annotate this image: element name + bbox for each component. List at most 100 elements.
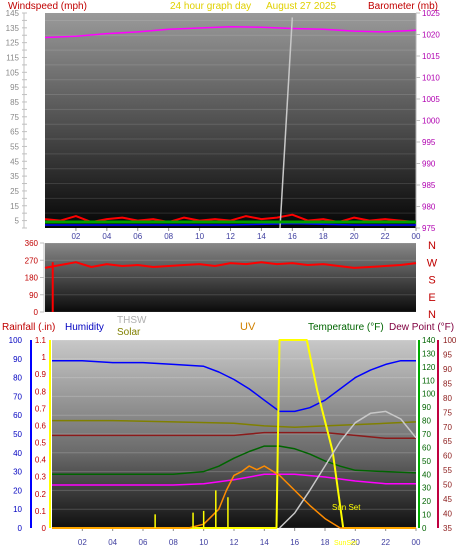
temperature-axis-bar bbox=[418, 340, 420, 528]
dewpoint-axis-label: Dew Point (°F) bbox=[389, 322, 454, 333]
sunset-annotation: Sun Set bbox=[332, 503, 361, 512]
windspeed-tick-label: 45 bbox=[10, 157, 19, 166]
rainfall-tick-label: 0.4 bbox=[35, 456, 47, 465]
climate-x-tick-label: 12 bbox=[230, 538, 239, 547]
barometer-tick-label: 1005 bbox=[422, 95, 440, 104]
sunset-axis-annotation: SunSet bbox=[334, 540, 357, 547]
climate-x-tick-label: 20 bbox=[351, 538, 360, 547]
rainfall-axis-label: Rainfall (.in) bbox=[2, 322, 55, 333]
direction-tick-label: 360 bbox=[25, 239, 39, 248]
direction-tick-label: 270 bbox=[25, 256, 39, 265]
humidity-tick-label: 20 bbox=[13, 486, 22, 495]
dewpoint-tick-label: 65 bbox=[443, 437, 452, 446]
chart-header-date: August 27 2025 bbox=[266, 1, 336, 12]
temperature-tick-label: 80 bbox=[422, 417, 431, 426]
dewpoint-tick-label: 40 bbox=[443, 510, 452, 519]
direction-ticks: 0 90 180 270 360 bbox=[25, 239, 44, 317]
windspeed-ticks: 5 15 25 35 45 55 65 75 85 95 105 115 125 135 145 bbox=[6, 9, 27, 229]
climate-x-ticks: 02 04 06 08 10 12 14 16 18 20 22 00 bbox=[78, 528, 421, 547]
temperature-tick-label: 120 bbox=[422, 363, 436, 372]
rainfall-tick-label: 0.2 bbox=[35, 490, 47, 499]
thsw-label: THSW bbox=[117, 315, 147, 326]
humidity-tick-label: 80 bbox=[13, 374, 22, 383]
temperature-tick-label: 100 bbox=[422, 390, 436, 399]
climate-x-tick-label: 08 bbox=[169, 538, 178, 547]
temperature-axis-label: Temperature (°F) bbox=[308, 322, 384, 333]
series-line-thsw bbox=[52, 473, 416, 486]
barometer-tick-label: 1020 bbox=[422, 31, 440, 40]
windspeed-tick-label: 65 bbox=[10, 128, 19, 137]
humidity-tick-label: 50 bbox=[13, 430, 22, 439]
humidity-tick-label: 0 bbox=[18, 524, 23, 533]
wind-x-tick-label: 08 bbox=[164, 232, 173, 241]
temperature-tick-label: 90 bbox=[422, 403, 431, 412]
direction-tick-label: 90 bbox=[29, 291, 38, 300]
wind-x-tick-label: 16 bbox=[288, 232, 297, 241]
compass-label-3: E bbox=[428, 292, 435, 304]
dewpoint-tick-label: 85 bbox=[443, 379, 452, 388]
humidity-axis-label: Humidity bbox=[65, 322, 104, 333]
dewpoint-tick-label: 45 bbox=[443, 495, 452, 504]
dewpoint-tick-label: 50 bbox=[443, 481, 452, 490]
climate-series bbox=[52, 339, 417, 529]
dewpoint-tick-label: 75 bbox=[443, 408, 452, 417]
wind-x-tick-label: 18 bbox=[319, 232, 328, 241]
windspeed-tick-label: 125 bbox=[6, 39, 20, 48]
humidity-tick-label: 100 bbox=[9, 336, 23, 345]
rainfall-tick-label: 1.1 bbox=[35, 336, 47, 345]
windspeed-tick-label: 5 bbox=[15, 217, 20, 226]
temperature-tick-label: 130 bbox=[422, 349, 436, 358]
barometer-tick-label: 995 bbox=[422, 138, 436, 147]
temperature-tick-label: 140 bbox=[422, 336, 436, 345]
windspeed-tick-label: 35 bbox=[10, 172, 19, 181]
windspeed-tick-label: 75 bbox=[10, 113, 19, 122]
wind-x-tick-label: 00 bbox=[412, 232, 421, 241]
wind-x-tick-label: 02 bbox=[71, 232, 80, 241]
windspeed-tick-label: 55 bbox=[10, 142, 19, 151]
dewpoint-tick-label: 70 bbox=[443, 423, 452, 432]
uv-label: UV bbox=[240, 321, 256, 333]
rainfall-tick-label: 0.5 bbox=[35, 439, 47, 448]
wind-x-tick-label: 14 bbox=[257, 232, 266, 241]
humidity-tick-label: 70 bbox=[13, 392, 22, 401]
rainfall-tick-label: 0.7 bbox=[35, 404, 47, 413]
temperature-tick-label: 40 bbox=[422, 470, 431, 479]
series-line-solar bbox=[52, 419, 417, 429]
series-line-gray-trace bbox=[279, 17, 294, 229]
wind-plot-area bbox=[45, 13, 416, 228]
series-line-dew-point bbox=[52, 431, 416, 440]
humidity-tick-label: 90 bbox=[13, 355, 22, 364]
compass-label-4: N bbox=[428, 309, 436, 321]
compass-label-0: N bbox=[428, 240, 436, 252]
climate-x-tick-label: 16 bbox=[290, 538, 299, 547]
temperature-tick-label: 20 bbox=[422, 497, 431, 506]
climate-x-tick-label: 14 bbox=[260, 538, 269, 547]
windspeed-tick-label: 25 bbox=[10, 187, 19, 196]
temperature-tick-label: 50 bbox=[422, 457, 431, 466]
humidity-tick-label: 30 bbox=[13, 468, 22, 477]
series-line-uv bbox=[52, 339, 416, 529]
windspeed-tick-label: 105 bbox=[6, 68, 20, 77]
temperature-tick-label: 110 bbox=[422, 376, 435, 385]
series-line-temperature bbox=[52, 445, 417, 476]
series-line-wind-direction bbox=[44, 261, 417, 269]
direction-plot-area bbox=[45, 243, 416, 312]
temperature-tick-label: 30 bbox=[422, 484, 431, 493]
wind-grid bbox=[45, 19, 416, 214]
climate-x-tick-label: 22 bbox=[381, 538, 390, 547]
barometer-tick-label: 1015 bbox=[422, 52, 440, 61]
humidity-tick-label: 40 bbox=[13, 449, 22, 458]
direction-grid bbox=[45, 242, 416, 313]
barometer-tick-label: 1025 bbox=[422, 9, 440, 18]
wind-x-tick-label: 06 bbox=[133, 232, 142, 241]
dewpoint-tick-label: 60 bbox=[443, 452, 452, 461]
wind-series bbox=[44, 17, 417, 229]
rainfall-tick-label: 0.6 bbox=[35, 421, 47, 430]
rainfall-tick-label: 0.9 bbox=[35, 370, 47, 379]
humidity-axis-bar bbox=[30, 340, 32, 528]
barometer-ticks: 975 980 985 990 995 1000 1005 1010 1015 1020 1025 bbox=[416, 9, 440, 233]
wind-x-tick-label: 20 bbox=[350, 232, 359, 241]
series-line-humidity bbox=[52, 359, 416, 413]
barometer-tick-label: 1010 bbox=[422, 74, 440, 83]
